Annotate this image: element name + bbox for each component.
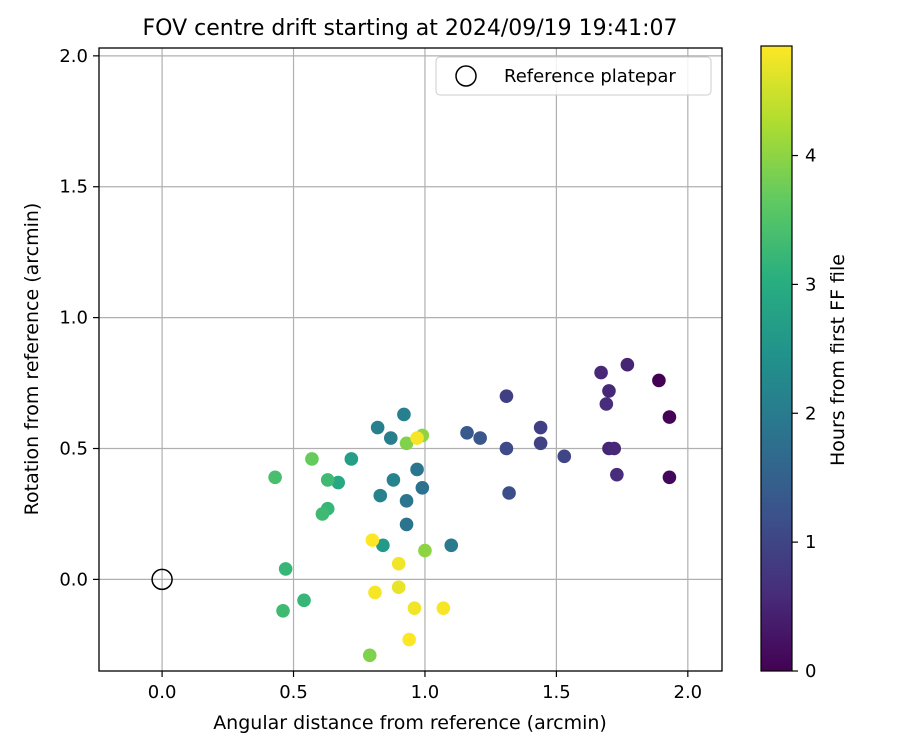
scatter-point [315,507,330,521]
y-tick-label: 0.0 [59,569,88,590]
scatter-point [383,431,398,445]
x-tick-label: 2.0 [674,682,703,703]
scatter-point [344,452,359,466]
scatter-point [594,365,608,380]
scatter-point [444,538,459,553]
scatter-point [473,431,487,445]
scatter-point [407,601,422,615]
plot-frame [98,47,723,672]
colorbar-label: Hours from first FF file [827,254,849,466]
colorbar-tick-label: 3 [805,274,816,295]
legend-reference-marker [455,65,477,87]
legend-label: Reference platepar [504,66,676,87]
colorbar-ticks: 0 1 2 3 4 [792,146,816,682]
scatter-point [602,384,616,398]
scatter-point [415,480,430,495]
y-axis-label: Rotation from reference (arcmin) [21,203,43,516]
scatter-point [410,431,424,445]
scatter-point [391,556,406,571]
colorbar-tick-label: 0 [805,661,816,682]
legend-box [435,56,712,96]
scatter-point [557,449,572,464]
scatter-point [533,420,548,435]
scatter-point [376,538,390,553]
x-axis: 0.0 0.5 1.0 1.5 2.0 [148,671,702,703]
x-tick-label: 1.0 [411,682,440,703]
x-tick-label: 0.0 [148,682,177,703]
colorbar-tick-label: 1 [805,532,816,553]
grid [99,48,722,671]
scatter-point [662,470,677,485]
colorbar: 0 1 2 3 4 Hours from first FF file [760,45,849,682]
scatter-point [610,467,624,482]
colorbar-tick-label: 4 [805,146,816,167]
scatter-point [436,601,451,615]
scatter-point [278,562,293,576]
scatter-point [399,436,414,451]
colorbar-gradient [760,45,793,672]
scatter-point [368,585,382,600]
reference-marker-layer [151,568,173,591]
legend: Reference platepar [435,56,712,96]
scatter-point [652,373,666,388]
scatter-point [533,436,548,451]
scatter-point [499,389,514,403]
scatter-point [397,407,411,422]
scatter-point [362,648,377,663]
y-tick-label: 0.5 [59,439,88,460]
scatter-point [399,494,414,508]
scatter-point [607,441,622,456]
scatter-point [620,357,635,372]
scatter-point [502,486,516,500]
scatter-point [320,473,335,487]
scatter-point [460,425,474,440]
scatter-point [410,462,424,477]
scatter-point [268,470,282,485]
scatter-points [268,357,677,663]
scatter-point [365,533,380,547]
colorbar-tick-label: 2 [805,403,816,424]
scatter-point [599,397,614,411]
scatter-point [386,473,401,487]
y-axis: 0.0 0.5 1.0 1.5 2.0 [59,46,99,590]
x-tick-label: 1.5 [542,682,571,703]
scatter-point [276,603,290,618]
chart-title: FOV centre drift starting at 2024/09/19 … [143,16,678,41]
reference-platepar-marker [151,568,173,591]
y-tick-label: 1.0 [59,308,88,329]
y-tick-label: 2.0 [59,46,88,67]
scatter-point [402,632,416,647]
scatter-point [297,593,311,608]
x-tick-label: 0.5 [279,682,308,703]
scatter-point [662,410,677,424]
scatter-point [305,452,319,466]
scatter-point [391,580,406,595]
y-tick-label: 1.5 [59,177,88,198]
scatter-point [418,543,432,558]
x-axis-label: Angular distance from reference (arcmin) [213,712,607,734]
scatter-point [399,517,414,532]
scatter-point [373,488,388,503]
scatter-point [499,441,514,456]
scatter-point [370,420,385,435]
scatter-point [331,475,346,490]
